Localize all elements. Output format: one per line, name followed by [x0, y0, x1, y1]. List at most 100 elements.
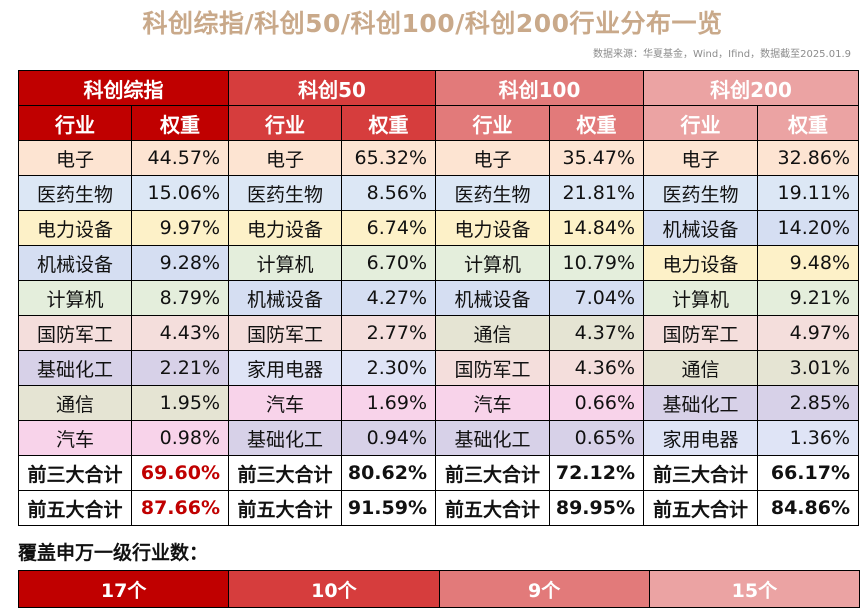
weight-cell: 7.04%	[549, 280, 644, 316]
industry-cell: 电子	[18, 140, 132, 176]
summary-value: 87.66%	[131, 490, 229, 526]
industry-cell: 医药生物	[18, 175, 132, 211]
weight-cell: 9.97%	[131, 210, 229, 246]
table-row: 计算机 8.79% 机械设备 4.27% 机械设备 7.04% 计算机 9.21%	[18, 280, 859, 316]
industry-cell: 计算机	[18, 280, 132, 316]
summary-value: 80.62%	[341, 455, 436, 491]
weight-cell: 1.95%	[131, 385, 229, 421]
group-header: 科创50	[228, 70, 436, 106]
column-header-row: 行业 权重 行业 权重 行业 权重 行业 权重	[18, 105, 859, 141]
industry-column-header: 行业	[643, 105, 758, 141]
weight-cell: 9.21%	[757, 280, 859, 316]
summary-label: 前三大合计	[643, 455, 758, 491]
weight-cell: 19.11%	[757, 175, 859, 211]
summary-label: 前五大合计	[228, 490, 342, 526]
table-row: 汽车 0.98% 基础化工 0.94% 基础化工 0.65% 家用电器 1.36%	[18, 420, 859, 456]
industry-cell: 基础化工	[435, 420, 550, 456]
industry-cell: 计算机	[643, 280, 758, 316]
table-row: 基础化工 2.21% 家用电器 2.30% 国防军工 4.36% 通信 3.01%	[18, 350, 859, 386]
industry-cell: 基础化工	[18, 350, 132, 386]
group-header-row: 科创综指 科创50 科创100 科创200	[18, 70, 859, 106]
coverage-count: 10个	[229, 571, 440, 607]
industry-cell: 电力设备	[18, 210, 132, 246]
summary-row: 前五大合计 87.66% 前五大合计 91.59% 前五大合计 89.95% 前五大合计 84…	[18, 490, 859, 526]
coverage-count: 17个	[19, 571, 230, 607]
table-row: 国防军工 4.43% 国防军工 2.77% 通信 4.37% 国防军工 4.97%	[18, 315, 859, 351]
weight-cell: 9.28%	[131, 245, 229, 281]
weight-cell: 1.69%	[341, 385, 436, 421]
summary-value: 89.95%	[549, 490, 644, 526]
weight-cell: 14.84%	[549, 210, 644, 246]
weight-cell: 4.37%	[549, 315, 644, 351]
weight-cell: 6.74%	[341, 210, 436, 246]
weight-cell: 2.77%	[341, 315, 436, 351]
industry-cell: 国防军工	[18, 315, 132, 351]
summary-value: 72.12%	[549, 455, 644, 491]
weight-cell: 8.79%	[131, 280, 229, 316]
data-source-note: 数据来源：华夏基金，Wind，Ifind，数据截至2025.01.9	[593, 49, 851, 60]
industry-cell: 基础化工	[643, 385, 758, 421]
weight-column-header: 权重	[341, 105, 436, 141]
weight-cell: 10.79%	[549, 245, 644, 281]
summary-label: 前五大合计	[643, 490, 758, 526]
weight-cell: 32.86%	[757, 140, 859, 176]
industry-cell: 家用电器	[643, 420, 758, 456]
industry-cell: 医药生物	[435, 175, 550, 211]
weight-cell: 4.97%	[757, 315, 859, 351]
industry-cell: 机械设备	[435, 280, 550, 316]
summary-row: 前三大合计 69.60% 前三大合计 80.62% 前三大合计 72.12% 前三大合计 66…	[18, 455, 859, 491]
industry-cell: 电力设备	[435, 210, 550, 246]
industry-cell: 家用电器	[228, 350, 342, 386]
summary-value: 66.17%	[757, 455, 859, 491]
weight-cell: 2.30%	[341, 350, 436, 386]
weight-cell: 0.94%	[341, 420, 436, 456]
summary-value: 69.60%	[131, 455, 229, 491]
weight-cell: 8.56%	[341, 175, 436, 211]
table-row: 医药生物 15.06% 医药生物 8.56% 医药生物 21.81% 医药生物 19.11%	[18, 175, 859, 211]
industry-cell: 电子	[435, 140, 550, 176]
weight-cell: 3.01%	[757, 350, 859, 386]
coverage-count: 15个	[649, 571, 859, 607]
summary-label: 前五大合计	[435, 490, 550, 526]
table-row: 机械设备 9.28% 计算机 6.70% 计算机 10.79% 电力设备 9.48%	[18, 245, 859, 281]
industry-column-header: 行业	[228, 105, 342, 141]
weight-cell: 0.65%	[549, 420, 644, 456]
industry-cell: 机械设备	[643, 210, 758, 246]
weight-cell: 2.85%	[757, 385, 859, 421]
weight-cell: 2.21%	[131, 350, 229, 386]
weight-cell: 14.20%	[757, 210, 859, 246]
weight-cell: 1.36%	[757, 420, 859, 456]
industry-cell: 汽车	[435, 385, 550, 421]
table-row: 通信 1.95% 汽车 1.69% 汽车 0.66% 基础化工 2.85%	[18, 385, 859, 421]
weight-cell: 4.36%	[549, 350, 644, 386]
industry-cell: 国防军工	[643, 315, 758, 351]
industry-cell: 国防军工	[228, 315, 342, 351]
industry-cell: 电力设备	[228, 210, 342, 246]
industry-cell: 通信	[18, 385, 132, 421]
industry-column-header: 行业	[435, 105, 550, 141]
industry-cell: 电力设备	[643, 245, 758, 281]
coverage-bar: 17个 10个 9个 15个	[18, 570, 860, 608]
weight-cell: 44.57%	[131, 140, 229, 176]
industry-cell: 机械设备	[18, 245, 132, 281]
summary-label: 前三大合计	[18, 455, 132, 491]
weight-cell: 0.98%	[131, 420, 229, 456]
weight-column-header: 权重	[131, 105, 229, 141]
industry-cell: 计算机	[228, 245, 342, 281]
weight-cell: 6.70%	[341, 245, 436, 281]
weight-cell: 4.43%	[131, 315, 229, 351]
table-row: 电力设备 9.97% 电力设备 6.74% 电力设备 14.84% 机械设备 14.20%	[18, 210, 859, 246]
industry-distribution-table: 科创综指 科创50 科创100 科创200 行业 权重 行业 权重 行业 权重 行业 权重 电子 44.5…	[18, 70, 859, 526]
summary-value: 84.86%	[757, 490, 859, 526]
group-header: 科创100	[435, 70, 644, 106]
weight-column-header: 权重	[549, 105, 644, 141]
industry-cell: 通信	[643, 350, 758, 386]
group-header: 科创综指	[18, 70, 229, 106]
industry-cell: 机械设备	[228, 280, 342, 316]
weight-cell: 4.27%	[341, 280, 436, 316]
group-header: 科创200	[643, 70, 859, 106]
industry-cell: 医药生物	[643, 175, 758, 211]
summary-label: 前五大合计	[18, 490, 132, 526]
weight-cell: 9.48%	[757, 245, 859, 281]
page-title: 科创综指/科创50/科创100/科创200行业分布一览	[142, 9, 723, 38]
